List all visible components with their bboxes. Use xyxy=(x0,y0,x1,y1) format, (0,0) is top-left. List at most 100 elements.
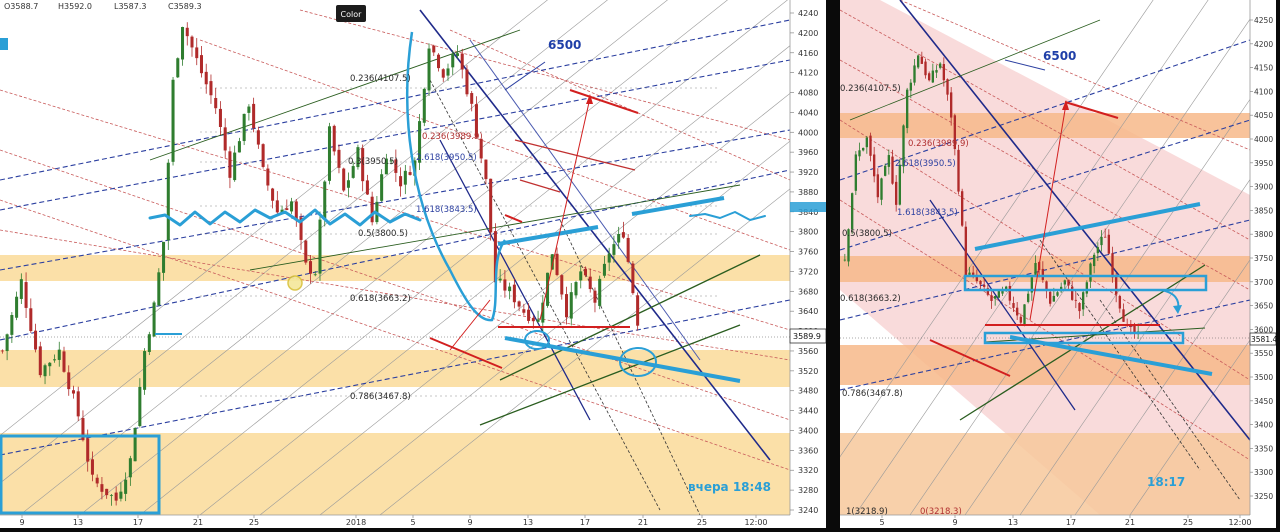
left-candle-5 xyxy=(24,272,28,318)
left-candle-98 xyxy=(465,65,469,97)
right-fib-label-0: 0.236(4107.5) xyxy=(840,84,901,94)
right-navy-line-1 xyxy=(899,0,1250,441)
right-y-tick-16: 4050 xyxy=(1254,111,1273,120)
right-candle-69 xyxy=(1096,242,1100,261)
right-price-badge: 3581.4 xyxy=(1249,332,1277,346)
left-candle-0 xyxy=(0,349,4,354)
left-y-tick-1: 3280 xyxy=(798,486,818,495)
right-candle-41 xyxy=(993,295,997,306)
right-y-tick-14: 3950 xyxy=(1254,159,1273,168)
right-candle-43 xyxy=(1001,286,1004,297)
left-box-highlight xyxy=(0,434,161,515)
left-candle-56 xyxy=(266,164,270,191)
right-y-tick-2: 3350 xyxy=(1254,444,1273,453)
left-channel-top-1 xyxy=(497,225,599,246)
left-candle-32 xyxy=(152,300,156,337)
left-candle-126 xyxy=(598,275,602,310)
left-candle-4 xyxy=(19,273,23,304)
left-fib-label-3: 2.618(3950.5) xyxy=(416,153,477,163)
left-plot-area[interactable]: 0.236(4107.5) 0.236(3989.9) 0.3(3950.5) 2.6… xyxy=(0,0,1040,515)
right-red-dash-1 xyxy=(840,59,1250,291)
left-zone-upper xyxy=(0,255,790,281)
left-candle-36 xyxy=(171,77,175,166)
left-candle-80 xyxy=(380,169,384,202)
left-candle-121 xyxy=(574,280,578,299)
left-candle-55 xyxy=(261,143,265,169)
left-candle-30 xyxy=(143,348,147,395)
left-candle-60 xyxy=(285,199,289,211)
left-candle-42 xyxy=(199,45,203,78)
left-candle-100 xyxy=(474,96,478,139)
left-candle-2 xyxy=(10,312,14,343)
left-navy-pointer xyxy=(504,61,546,91)
ohlc-high: H3592.0 xyxy=(58,2,92,11)
left-candle-128 xyxy=(607,247,611,271)
left-wave-right xyxy=(689,211,766,221)
right-candle-10 xyxy=(880,177,883,206)
left-y-tick-21: 4080 xyxy=(798,89,818,98)
left-red-line-2 xyxy=(519,179,561,193)
right-candle-34 xyxy=(968,266,971,276)
left-circle-2 xyxy=(619,347,657,377)
left-candle-105 xyxy=(498,269,502,283)
svg-text:Color: Color xyxy=(341,10,363,19)
right-zone-middle xyxy=(840,345,1250,385)
left-red-dash-2 xyxy=(0,199,790,471)
left-candle-133 xyxy=(631,261,635,295)
right-candle-12 xyxy=(887,149,891,175)
left-candle-82 xyxy=(389,159,393,165)
left-red-dash-5 xyxy=(449,29,790,181)
left-candle-35 xyxy=(166,159,170,250)
left-candle-129 xyxy=(612,235,616,263)
left-blue-dash-1 xyxy=(0,169,790,341)
left-x-tick-9: 17 xyxy=(580,518,590,527)
right-candle-1 xyxy=(847,228,850,267)
left-swoop-curve xyxy=(406,31,507,322)
right-candle-17 xyxy=(905,87,909,134)
left-candle-88 xyxy=(418,114,422,171)
right-plot-area[interactable]: 0.236(4107.5) 0.236(3989.9) 2.618(3950.5) 1… xyxy=(800,0,1280,517)
right-fib-label-3: 1.618(3843.5) xyxy=(897,208,958,218)
right-candle-4 xyxy=(858,142,861,161)
left-candle-134 xyxy=(636,292,640,331)
left-candle-41 xyxy=(195,38,199,66)
right-candle-28 xyxy=(946,78,949,101)
left-candle-83 xyxy=(394,149,398,182)
right-candle-47 xyxy=(1015,302,1019,321)
left-x-tick-1: 13 xyxy=(73,518,83,527)
right-annotations: 0.236(4107.5) 0.236(3989.9) 2.618(3950.5) 1… xyxy=(840,49,1213,515)
left-red-bar-top xyxy=(569,89,639,114)
left-yellow-dot xyxy=(287,275,303,291)
left-red-dash-3 xyxy=(299,9,790,141)
left-candle-26 xyxy=(124,472,128,502)
right-candle-6 xyxy=(865,135,869,154)
left-candle-108 xyxy=(512,278,516,309)
right-y-tick-6: 3550 xyxy=(1254,349,1273,358)
right-candle-42 xyxy=(997,290,1001,298)
left-y-tick-14: 3800 xyxy=(798,228,818,237)
left-candle-50 xyxy=(237,137,241,153)
left-x-tick-12: 12:00 xyxy=(744,518,767,527)
right-candle-19 xyxy=(913,59,916,86)
left-x-ticks: 9 13 17 21 25 2018 5 9 13 17 21 25 12:00 xyxy=(19,515,768,527)
left-fib-label-6: 0.618(3663.2) xyxy=(350,294,411,304)
right-x-tick-6: 12:00 xyxy=(1228,518,1251,527)
left-red-dash-6 xyxy=(0,229,790,361)
left-red-bar-low xyxy=(429,337,503,369)
left-candle-21 xyxy=(100,477,104,500)
left-green-1 xyxy=(479,324,741,426)
right-candle-76 xyxy=(1122,303,1125,322)
right-candle-30 xyxy=(953,113,957,156)
left-x-tick-11: 25 xyxy=(697,518,707,527)
right-candle-54 xyxy=(1041,261,1045,283)
right-candle-14 xyxy=(894,175,898,212)
left-red-line-1 xyxy=(514,139,636,171)
right-candle-61 xyxy=(1067,279,1070,291)
left-circle-1 xyxy=(524,330,550,350)
left-axis-blue-marker xyxy=(790,202,826,212)
left-candle-48 xyxy=(228,146,232,189)
left-candle-13 xyxy=(62,346,66,373)
right-blue-dash-2 xyxy=(840,39,1250,181)
left-y-tick-20: 4040 xyxy=(798,108,818,117)
right-y-tick-19: 4200 xyxy=(1254,40,1273,49)
